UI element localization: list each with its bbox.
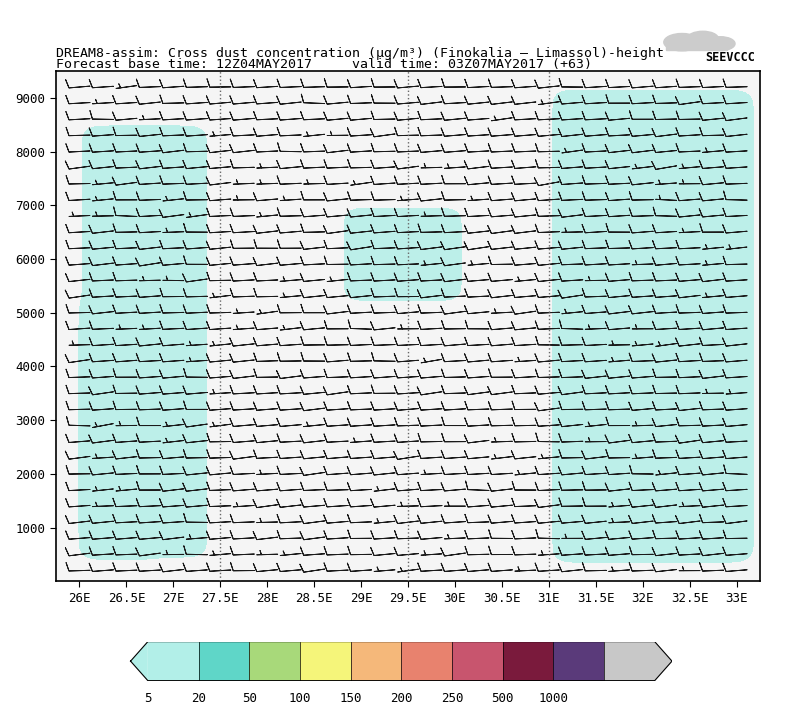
Bar [402,642,452,681]
Text: 1000: 1000 [538,692,568,705]
Bar [452,642,502,681]
Text: 150: 150 [339,692,362,705]
Ellipse shape [706,37,735,50]
Text: SEEVCCC: SEEVCCC [705,50,755,64]
Polygon shape [130,642,148,681]
Bar [350,642,402,681]
Ellipse shape [664,33,700,51]
Text: 20: 20 [191,692,206,705]
Text: DREAM8-assim: Cross dust concentration (μg/m³) (Finokalia – Limassol)-height: DREAM8-assim: Cross dust concentration (… [56,48,664,60]
Bar [198,642,250,681]
Bar [300,642,350,681]
Text: 100: 100 [289,692,311,705]
Text: Forecast base time: 12Z04MAY2017     valid time: 03Z07MAY2017 (+63): Forecast base time: 12Z04MAY2017 valid t… [56,58,592,71]
Bar [148,642,198,681]
Bar [554,642,604,681]
Bar [604,642,654,681]
Bar [502,642,554,681]
Text: 250: 250 [441,692,463,705]
Text: 500: 500 [491,692,514,705]
Bar [666,40,726,50]
Ellipse shape [687,31,718,46]
Text: 200: 200 [390,692,413,705]
Text: 5: 5 [144,692,151,705]
Polygon shape [654,642,672,681]
Bar [250,642,300,681]
Text: 50: 50 [242,692,257,705]
